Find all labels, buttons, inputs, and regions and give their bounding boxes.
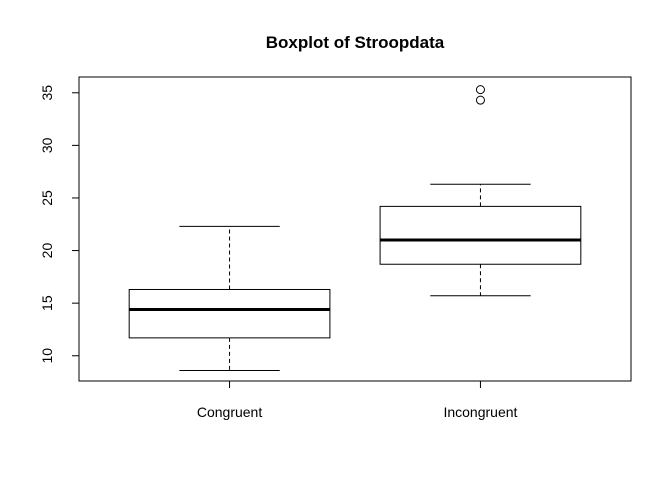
box-group	[128, 85, 582, 371]
y-axis: 10 15 20 25 30 35	[39, 85, 80, 364]
y-tick-label: 20	[39, 243, 55, 259]
y-tick-label: 10	[39, 348, 55, 364]
outlier-point	[475, 85, 485, 95]
box-congruent	[128, 225, 331, 371]
iqr-box	[379, 205, 582, 265]
x-tick-label: Incongruent	[443, 404, 517, 420]
y-tick-label: 15	[39, 295, 55, 311]
x-axis: Congruent Incongruent	[197, 380, 518, 420]
outlier-point	[475, 95, 485, 105]
y-tick-label: 25	[39, 190, 55, 206]
y-tick-label: 35	[39, 85, 55, 101]
box-incongruent	[379, 85, 582, 297]
x-tick-label: Congruent	[197, 404, 262, 420]
chart-title: Boxplot of Stroopdata	[266, 33, 445, 52]
y-tick-label: 30	[39, 137, 55, 153]
iqr-box	[128, 288, 331, 339]
